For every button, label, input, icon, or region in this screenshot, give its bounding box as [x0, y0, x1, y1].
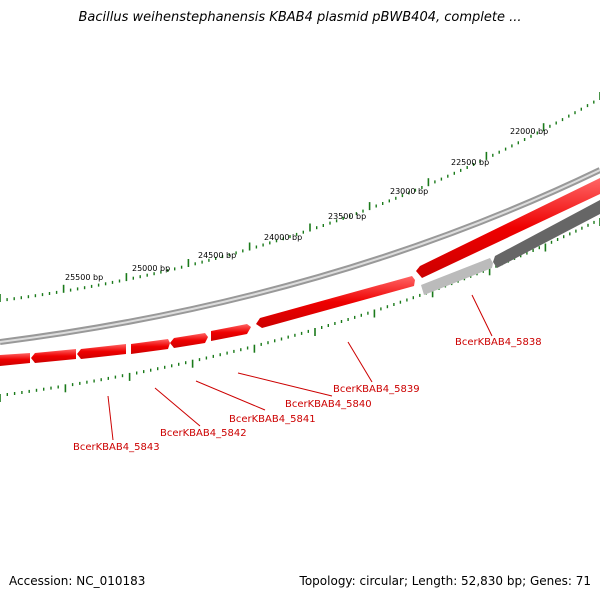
tick-label-24500: 24500 bp [198, 251, 236, 260]
gene-label-5839[interactable]: BcerKBAB4_5839 [333, 384, 420, 395]
reverse-genes [421, 200, 600, 295]
gene-leaders [107, 294, 493, 441]
gene-5838-dark[interactable] [493, 200, 600, 268]
gene-5839a[interactable] [170, 333, 208, 348]
gene-label-5843[interactable]: BcerKBAB4_5843 [73, 442, 160, 453]
gene-5840[interactable] [131, 339, 170, 354]
topology-summary: Topology: circular; Length: 52,830 bp; G… [299, 574, 591, 588]
forward-genes [0, 178, 600, 366]
gene-label-5842[interactable]: BcerKBAB4_5842 [160, 428, 247, 439]
map-title: Bacillus weihenstephanensis KBAB4 plasmi… [78, 10, 522, 25]
tick-label-23500: 23500 bp [328, 212, 366, 221]
gene-upper[interactable] [416, 178, 600, 278]
gene-label-5841[interactable]: BcerKBAB4_5841 [229, 414, 316, 425]
gene-5842[interactable] [31, 349, 76, 363]
backbone-ring [0, 167, 600, 345]
tick-ring-outer [0, 92, 600, 302]
tick-labels: 22000 bp 22500 bp 23000 bp 23500 bp 2400… [65, 127, 548, 282]
tick-label-22500: 22500 bp [451, 158, 489, 167]
tick-label-22000: 22000 bp [510, 127, 548, 136]
gene-label-5838[interactable]: BcerKBAB4_5838 [455, 337, 542, 348]
gene-labels: BcerKBAB4_5838 BcerKBAB4_5839 BcerKBAB4_… [73, 337, 542, 453]
tick-label-25000: 25000 bp [132, 264, 170, 273]
gene-5839[interactable] [256, 276, 415, 328]
gene-5839b[interactable] [211, 324, 251, 341]
tick-label-24000: 24000 bp [264, 233, 302, 242]
tick-label-23000: 23000 bp [390, 187, 428, 196]
gene-5841[interactable] [77, 344, 126, 359]
gene-5838[interactable] [421, 258, 493, 295]
tick-label-25500: 25500 bp [65, 273, 103, 282]
accession-text: Accession: NC_010183 [9, 574, 146, 588]
tick-ring-inner [0, 218, 600, 402]
gene-5843[interactable] [0, 353, 30, 366]
gene-label-5840[interactable]: BcerKBAB4_5840 [285, 399, 372, 410]
